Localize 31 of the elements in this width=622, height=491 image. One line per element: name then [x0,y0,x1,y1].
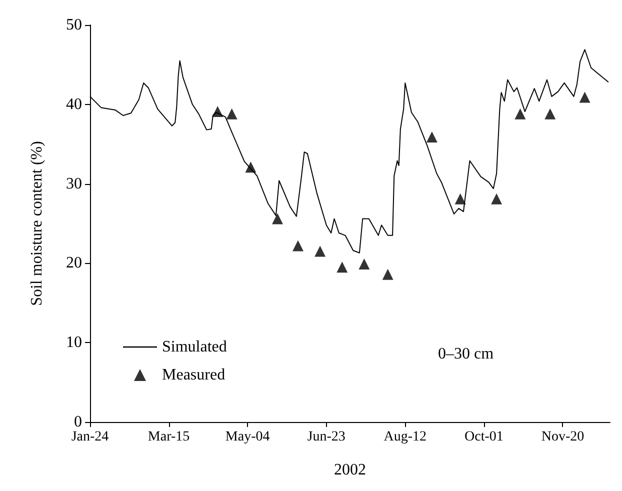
point [579,92,590,103]
y-tick-label: 20 [66,254,82,272]
x-tick-label: Oct-01 [464,430,504,444]
x-tick-label: Jan-24 [71,430,109,444]
point [226,108,238,120]
point [514,108,526,120]
y-tick-label: 40 [66,96,82,113]
x-axis-title: 2002 [334,462,366,478]
point [426,131,438,142]
y-axis-title: Soil moisture content (%) [28,141,46,306]
point [454,193,466,204]
x-tick-label: Nov-20 [541,430,584,444]
point [272,213,284,224]
point [336,262,348,273]
point [314,246,326,257]
point [544,108,556,120]
legend-label: Simulated [162,338,227,356]
point [491,193,502,204]
point [382,268,394,280]
annotation: 0–30 cm [438,346,494,362]
x-tick-label: Aug-12 [384,430,427,444]
y-tick-label: 0 [74,414,82,430]
point [292,240,304,252]
legend-label: Measured [162,366,226,384]
x-tick-label: Mar-15 [148,430,190,444]
x-tick-label: Jun-23 [307,430,346,444]
y-tick-label: 10 [66,334,82,352]
y-tick-label: 50 [66,16,82,34]
point [358,258,370,270]
x-tick-label: May-04 [225,430,270,444]
y-tick-label: 30 [66,175,82,192]
